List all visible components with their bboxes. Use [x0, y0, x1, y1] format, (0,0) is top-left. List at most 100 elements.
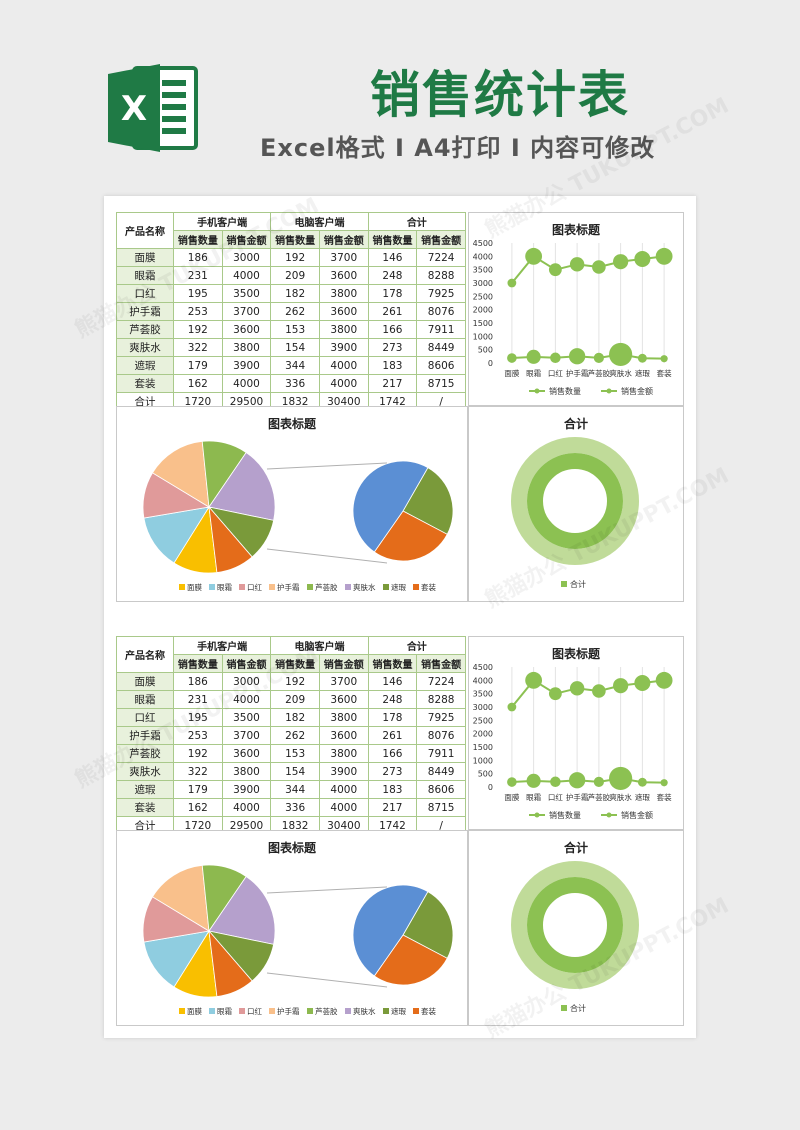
value-cell[interactable]: 261 [367, 726, 418, 745]
pie-slice[interactable] [151, 864, 210, 932]
secondary-pie-slice[interactable] [402, 467, 454, 535]
data-point[interactable] [609, 342, 633, 367]
value-cell[interactable]: 166 [367, 744, 418, 763]
data-point[interactable] [634, 251, 651, 267]
value-cell[interactable]: 3600 [221, 320, 272, 339]
value-cell[interactable]: 8076 [416, 302, 466, 321]
value-cell[interactable]: 322 [173, 338, 223, 357]
pie-slice[interactable] [143, 506, 210, 564]
value-cell[interactable]: 217 [367, 798, 418, 817]
value-cell[interactable]: 7911 [416, 320, 466, 339]
value-cell[interactable]: 273 [367, 762, 418, 781]
value-cell[interactable]: 7224 [416, 672, 466, 691]
value-cell[interactable]: 8288 [416, 266, 466, 285]
value-cell[interactable]: 3700 [318, 248, 369, 267]
value-cell[interactable]: 186 [173, 248, 223, 267]
value-cell[interactable]: 3800 [318, 320, 369, 339]
value-cell[interactable]: 183 [367, 356, 418, 375]
secondary-pie-slice[interactable] [352, 884, 429, 977]
value-cell[interactable]: 183 [367, 780, 418, 799]
data-point[interactable] [660, 355, 668, 363]
value-cell[interactable]: 3600 [318, 690, 369, 709]
value-cell[interactable]: 4000 [318, 798, 369, 817]
value-cell[interactable]: 344 [270, 356, 320, 375]
value-cell[interactable]: 3700 [221, 302, 272, 321]
data-point[interactable] [550, 776, 561, 788]
value-cell[interactable]: 3700 [221, 726, 272, 745]
data-point[interactable] [507, 777, 517, 787]
data-point[interactable] [550, 352, 561, 364]
value-cell[interactable]: 4000 [318, 374, 369, 393]
pie-slice[interactable] [208, 451, 276, 521]
value-cell[interactable]: 3600 [318, 302, 369, 321]
value-cell[interactable]: 336 [270, 374, 320, 393]
value-cell[interactable]: 3600 [221, 744, 272, 763]
value-cell[interactable]: 3600 [318, 726, 369, 745]
data-point[interactable] [593, 776, 604, 787]
data-point[interactable] [548, 687, 562, 701]
value-cell[interactable]: 4000 [318, 780, 369, 799]
value-cell[interactable]: 3800 [318, 284, 369, 303]
value-cell[interactable]: 3700 [318, 672, 369, 691]
donut-ring-outer[interactable] [511, 861, 639, 989]
data-point[interactable] [637, 777, 647, 787]
value-cell[interactable]: 192 [173, 744, 223, 763]
data-point[interactable] [592, 260, 606, 274]
data-point[interactable] [655, 247, 673, 265]
value-cell[interactable]: 209 [270, 690, 320, 709]
data-point[interactable] [593, 352, 604, 363]
value-cell[interactable]: 231 [173, 690, 223, 709]
data-point[interactable] [507, 353, 517, 363]
product-name-cell[interactable]: 眼霜 [116, 266, 174, 285]
value-cell[interactable]: 186 [173, 672, 223, 691]
pie-slice[interactable] [151, 440, 210, 508]
value-cell[interactable]: 3800 [318, 708, 369, 727]
value-cell[interactable]: 3500 [221, 284, 272, 303]
value-cell[interactable]: 7224 [416, 248, 466, 267]
pie-slice[interactable] [208, 929, 253, 997]
value-cell[interactable]: 154 [270, 338, 320, 357]
data-point[interactable] [526, 349, 541, 364]
data-point[interactable] [525, 247, 543, 265]
secondary-pie-slice[interactable] [373, 510, 448, 562]
value-cell[interactable]: 8715 [416, 798, 466, 817]
data-point[interactable] [634, 675, 651, 691]
pie-slice[interactable] [208, 505, 253, 573]
value-cell[interactable]: 3900 [221, 780, 272, 799]
data-point[interactable] [568, 772, 586, 789]
value-cell[interactable]: 344 [270, 780, 320, 799]
value-cell[interactable]: 231 [173, 266, 223, 285]
data-point[interactable] [592, 684, 606, 698]
value-cell[interactable]: 261 [367, 302, 418, 321]
value-cell[interactable]: 8076 [416, 726, 466, 745]
value-cell[interactable]: 8606 [416, 780, 466, 799]
donut-ring-outer[interactable] [511, 437, 639, 565]
data-point[interactable] [660, 779, 668, 787]
product-name-cell[interactable]: 护手霜 [116, 726, 174, 745]
value-cell[interactable]: 253 [173, 302, 223, 321]
value-cell[interactable]: 7911 [416, 744, 466, 763]
product-name-cell[interactable]: 套装 [116, 374, 174, 393]
data-point[interactable] [613, 678, 629, 694]
value-cell[interactable]: 162 [173, 798, 223, 817]
value-cell[interactable]: 4000 [221, 266, 272, 285]
value-cell[interactable]: 248 [367, 690, 418, 709]
value-cell[interactable]: 8606 [416, 356, 466, 375]
value-cell[interactable]: 4000 [221, 374, 272, 393]
value-cell[interactable]: 262 [270, 726, 320, 745]
value-cell[interactable]: 3900 [318, 338, 369, 357]
product-name-cell[interactable]: 护手霜 [116, 302, 174, 321]
value-cell[interactable]: 146 [367, 672, 418, 691]
product-name-cell[interactable]: 遮瑕 [116, 356, 174, 375]
pie-slice[interactable] [208, 875, 276, 945]
value-cell[interactable]: 178 [367, 708, 418, 727]
value-cell[interactable]: 8715 [416, 374, 466, 393]
value-cell[interactable]: 3600 [318, 266, 369, 285]
value-cell[interactable]: 182 [270, 708, 320, 727]
value-cell[interactable]: 154 [270, 762, 320, 781]
value-cell[interactable]: 192 [173, 320, 223, 339]
data-point[interactable] [569, 681, 585, 696]
product-name-cell[interactable]: 眼霜 [116, 690, 174, 709]
value-cell[interactable]: 336 [270, 798, 320, 817]
donut-ring-inner[interactable] [527, 453, 623, 549]
